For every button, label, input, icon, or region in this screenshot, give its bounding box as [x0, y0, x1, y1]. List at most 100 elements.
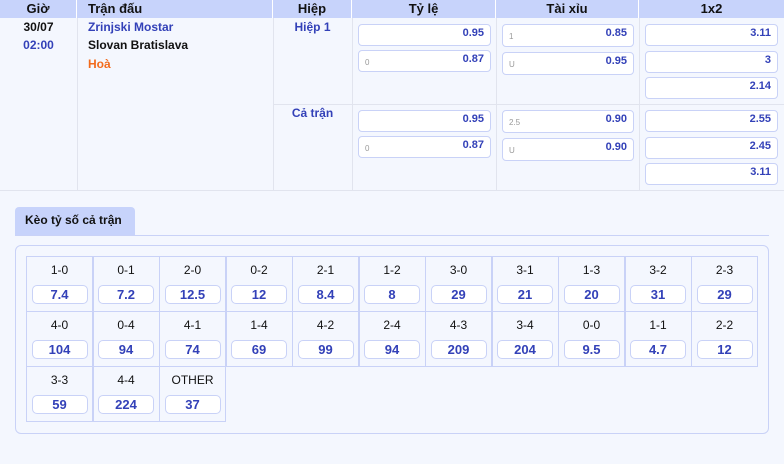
period-label: Cả trận: [291, 106, 334, 120]
score-odd[interactable]: 37: [164, 395, 221, 414]
odd-value: 0.87: [462, 139, 484, 151]
score-odd[interactable]: 69: [231, 340, 287, 359]
handicap-odd[interactable]: 0 0.87: [358, 136, 491, 158]
score-cell[interactable]: 4-4 224: [92, 366, 160, 422]
score-cell[interactable]: 2-3 29: [691, 256, 758, 312]
score-odd[interactable]: 12.5: [164, 285, 221, 304]
score-label: 0-1: [117, 263, 135, 277]
score-cell[interactable]: 3-3 59: [26, 366, 93, 422]
divider: [15, 235, 769, 236]
score-cell[interactable]: OTHER 37: [159, 366, 226, 422]
score-cell[interactable]: 3-0 29: [425, 256, 492, 312]
divider: [273, 104, 784, 105]
score-odd[interactable]: 74: [164, 340, 221, 359]
score-odd[interactable]: 94: [364, 340, 420, 359]
score-label: 1-1: [649, 318, 667, 332]
score-cell[interactable]: 0-0 9.5: [558, 311, 625, 367]
header-half: Hiệp: [273, 0, 352, 18]
score-label: 2-0: [183, 263, 202, 277]
score-odd[interactable]: 29: [430, 285, 487, 304]
score-odd[interactable]: 209: [430, 340, 487, 359]
score-odd[interactable]: 4.7: [630, 340, 686, 359]
score-cell[interactable]: 2-0 12.5: [159, 256, 226, 312]
odd-value: 0.95: [462, 27, 484, 39]
header-match: Trận đấu: [77, 0, 273, 18]
score-odd[interactable]: 20: [563, 285, 620, 304]
period-label: Hiệp 1: [294, 20, 331, 34]
score-odd[interactable]: 59: [31, 395, 88, 414]
score-label: 2-4: [383, 318, 401, 332]
1x2-odd[interactable]: 3.11: [645, 163, 778, 185]
score-odd[interactable]: 99: [297, 340, 354, 359]
score-cell[interactable]: 4-2 99: [292, 311, 359, 367]
handicap-odd[interactable]: 0.95: [358, 24, 491, 46]
score-cell[interactable]: 3-4 204: [491, 311, 559, 367]
score-cell[interactable]: 0-2 12: [225, 256, 293, 312]
score-label: 4-2: [316, 318, 335, 332]
score-label: 4-1: [183, 318, 202, 332]
away-team[interactable]: Slovan Bratislava: [88, 38, 189, 52]
odd-value: 0.90: [605, 113, 627, 125]
overunder-odd[interactable]: 2.5 0.90: [502, 110, 634, 133]
score-odd[interactable]: 8: [364, 285, 420, 304]
overunder-line: U: [509, 60, 515, 69]
score-label: 3-1: [516, 263, 534, 277]
score-label: 0-4: [117, 318, 135, 332]
score-label: 1-3: [582, 263, 601, 277]
overunder-odd[interactable]: U 0.90: [502, 138, 634, 161]
tab-correct-score[interactable]: Kèo tỷ số cả trận: [15, 207, 135, 235]
handicap-odd[interactable]: 0 0.87: [358, 50, 491, 72]
score-label: 3-2: [649, 263, 667, 277]
score-cell[interactable]: 2-4 94: [358, 311, 426, 367]
score-cell[interactable]: 3-1 21: [491, 256, 559, 312]
home-team[interactable]: Zrinjski Mostar: [88, 20, 174, 34]
odd-value: 0.95: [462, 113, 484, 125]
score-odd[interactable]: 104: [31, 340, 88, 359]
score-odd[interactable]: 12: [696, 340, 753, 359]
score-odd[interactable]: 204: [497, 340, 553, 359]
score-cell[interactable]: 0-1 7.2: [92, 256, 160, 312]
score-label: 4-4: [117, 373, 135, 387]
odd-value: 0.90: [605, 141, 627, 153]
score-cell[interactable]: 3-2 31: [624, 256, 692, 312]
1x2-odd[interactable]: 2.45: [645, 136, 778, 159]
score-label: 1-0: [50, 263, 69, 277]
1x2-odd[interactable]: 3.11: [645, 24, 778, 46]
score-label: 4-3: [449, 318, 468, 332]
score-cell[interactable]: 1-4 69: [225, 311, 293, 367]
score-cell[interactable]: 1-0 7.4: [26, 256, 93, 312]
score-odd[interactable]: 224: [98, 395, 154, 414]
score-odd[interactable]: 8.4: [297, 285, 354, 304]
score-cell[interactable]: 2-2 12: [691, 311, 758, 367]
score-odd[interactable]: 94: [98, 340, 154, 359]
score-odd[interactable]: 7.2: [98, 285, 154, 304]
score-cell[interactable]: 1-1 4.7: [624, 311, 692, 367]
match-time: 02:00: [23, 38, 54, 52]
score-odd[interactable]: 31: [630, 285, 686, 304]
score-label: 0-0: [582, 318, 601, 332]
score-odd[interactable]: 21: [497, 285, 553, 304]
score-cell[interactable]: 2-1 8.4: [292, 256, 359, 312]
score-cell[interactable]: 0-4 94: [92, 311, 160, 367]
score-label: 0-2: [250, 263, 268, 277]
score-odd[interactable]: 9.5: [563, 340, 620, 359]
score-cell[interactable]: 4-3 209: [425, 311, 492, 367]
overunder-odd[interactable]: U 0.95: [502, 52, 634, 75]
score-odd[interactable]: 12: [231, 285, 287, 304]
overunder-odd[interactable]: 1 0.85: [502, 24, 634, 47]
handicap-line: 0: [365, 144, 370, 153]
match-date: 30/07: [23, 20, 54, 34]
score-cell[interactable]: 4-0 104: [26, 311, 93, 367]
score-cell[interactable]: 4-1 74: [159, 311, 226, 367]
score-cell[interactable]: 1-3 20: [558, 256, 625, 312]
overunder-line: 2.5: [509, 118, 521, 127]
score-odd[interactable]: 29: [696, 285, 753, 304]
score-cell[interactable]: 1-2 8: [358, 256, 426, 312]
1x2-odd[interactable]: 2.14: [645, 77, 778, 99]
1x2-odd[interactable]: 3: [645, 50, 778, 73]
handicap-odd[interactable]: 0.95: [358, 110, 491, 132]
divider: [0, 190, 784, 191]
score-label: 1-4: [250, 318, 268, 332]
score-odd[interactable]: 7.4: [31, 285, 88, 304]
1x2-odd[interactable]: 2.55: [645, 110, 778, 132]
